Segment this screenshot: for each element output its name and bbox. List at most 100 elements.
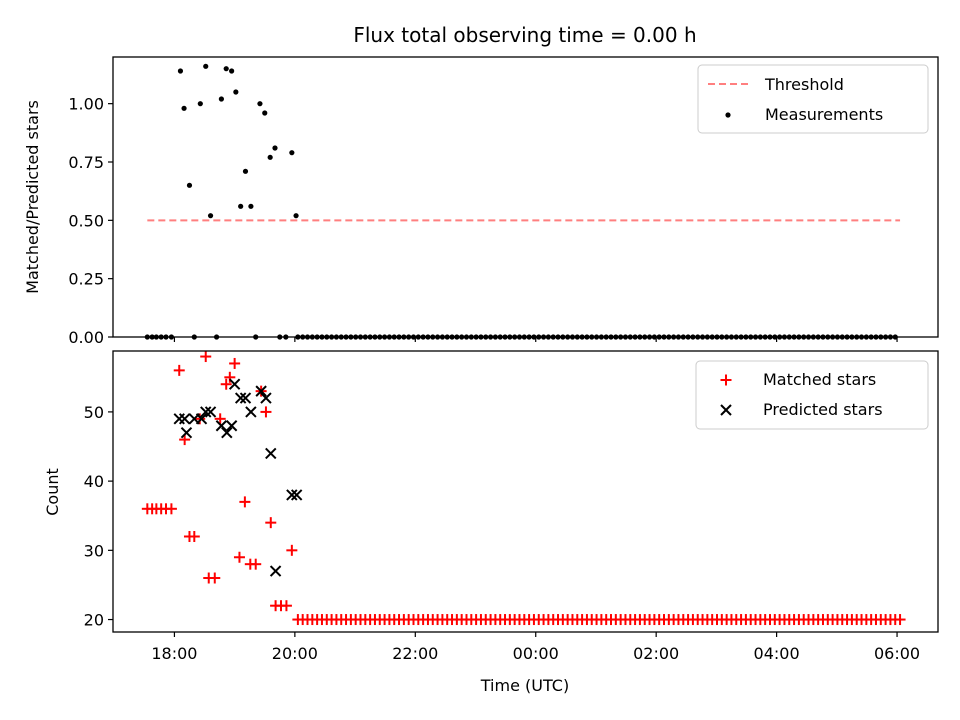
measurements-point [242,168,249,174]
measurements-point [248,203,254,209]
measurements-point [218,96,224,102]
top-legend-box [697,64,929,134]
legend-matched-swatch [720,374,732,386]
matched-stars-point [214,413,226,425]
bottom-x-tick-label: 04:00 [754,644,800,663]
predicted-stars-point [269,565,282,577]
legend-matched-marker [720,374,732,386]
top-y-axis-label: Matched/Predicted stars [23,100,42,294]
legend-predicted-swatch [720,404,732,416]
matched-stars-series [141,351,298,612]
bottom-axes-frame [112,350,939,633]
measurements-point [272,145,278,151]
bottom-y-axis: 20 30 40 50 [84,403,113,630]
predicted-stars-point [255,385,267,397]
matched-stars-point [188,530,200,542]
bottom-x-tick-label: 02:00 [633,644,679,663]
matched-stars-point [165,503,177,515]
predicted-stars-point-b [269,565,282,577]
measurements-point [207,213,214,219]
bottom-x-tick-label: 06:00 [874,644,920,663]
matched-stars-point [194,413,206,425]
measurements-point [177,68,184,74]
predicted-stars-point [265,447,277,460]
predicted-stars-point [221,426,233,439]
top-y-tick-label: 0.00 [68,328,104,347]
matched-stars-point [209,572,221,584]
matched-stars-point [260,406,272,418]
bottom-panel: 20 30 40 50 18:00 20:00 22:00 00:00 02:00 04:00 0… [43,350,939,695]
predicted-stars-point-b [221,426,233,439]
matched-stars-point [173,364,185,376]
bottom-x-axis-label: Time (UTC) [480,676,569,695]
predicted-stars-point [228,378,241,390]
predicted-stars-point-b [260,392,272,404]
measurements-point [257,101,263,107]
bottom-x-tick-label: 00:00 [513,644,559,663]
matched-stars-point [250,558,262,570]
top-legend: Threshold Measurements [697,64,929,134]
top-y-tick-label: 1.00 [68,95,104,114]
bottom-y-tick-label: 50 [84,403,104,422]
predicted-stars-point [215,420,228,432]
predicted-stars-point-b [204,406,217,418]
bottom-y-tick-label: 30 [84,541,104,560]
predicted-stars-point-b [265,447,277,460]
measurements-point [293,213,299,219]
matched-stars-point [233,551,245,563]
measurements-point [262,110,268,116]
legend-matched-label: Matched stars [763,370,876,389]
top-y-tick-label: 0.75 [68,153,104,172]
matched-stars-point [179,434,191,446]
top-axes-frame [112,56,939,338]
bottom-legend: Matched stars Predicted stars [695,360,929,430]
measurements-point [238,203,244,209]
bottom-x-tick-label: 18:00 [151,644,197,663]
measurements-point [203,63,209,69]
predicted-stars-point [286,489,298,501]
predicted-stars-point-b [215,420,228,432]
matched-stars-point [239,496,251,508]
matched-stars-point [220,378,232,390]
predicted-stars-point [204,406,217,418]
measurements-point [233,89,239,95]
measurements-point [267,154,273,160]
top-y-tick-label: 0.50 [68,211,104,230]
top-x-axis [173,337,898,342]
predicted-stars-point [180,426,193,439]
legend-threshold-label: Threshold [764,75,844,94]
top-y-axis: 0.00 0.25 0.50 0.75 1.00 [68,95,113,347]
predicted-stars-point [239,392,252,404]
predicted-stars-point-b [245,406,257,418]
legend-predicted-marker [720,404,732,416]
bottom-y-tick-label: 20 [84,611,104,630]
matched-stars-point [286,544,298,556]
measurements-point [186,182,193,188]
bottom-y-axis-label: Count [43,468,62,516]
matched-stars-point [229,357,241,369]
matched-stars-tail-point [894,614,906,626]
matched-stars-tail-series [292,614,906,626]
matched-stars-point [265,517,277,529]
predicted-stars-point-b [255,385,267,397]
predicted-stars-point [178,413,191,425]
predicted-stars-point-b [178,413,191,425]
bottom-x-axis: 18:00 20:00 22:00 00:00 02:00 04:00 06:00 [151,632,920,663]
bottom-x-tick-label: 22:00 [392,644,438,663]
predicted-stars-point-b [239,392,252,404]
bottom-y-tick-label: 40 [84,472,104,491]
predicted-stars-point [260,392,272,404]
measurements-point [289,150,295,156]
predicted-stars-point [234,392,247,404]
legend-predicted-label: Predicted stars [763,400,883,419]
predicted-stars-point-b [195,413,208,425]
predicted-stars-point-b [180,426,193,439]
predicted-stars-point-b [234,392,247,404]
bottom-x-tick-label: 20:00 [272,644,318,663]
bottom-legend-box [695,360,929,430]
predicted-stars-point-b [200,406,212,418]
matched-stars-point [224,371,236,383]
bottom-plot-marks [141,351,906,626]
predicted-stars-point [245,406,257,418]
